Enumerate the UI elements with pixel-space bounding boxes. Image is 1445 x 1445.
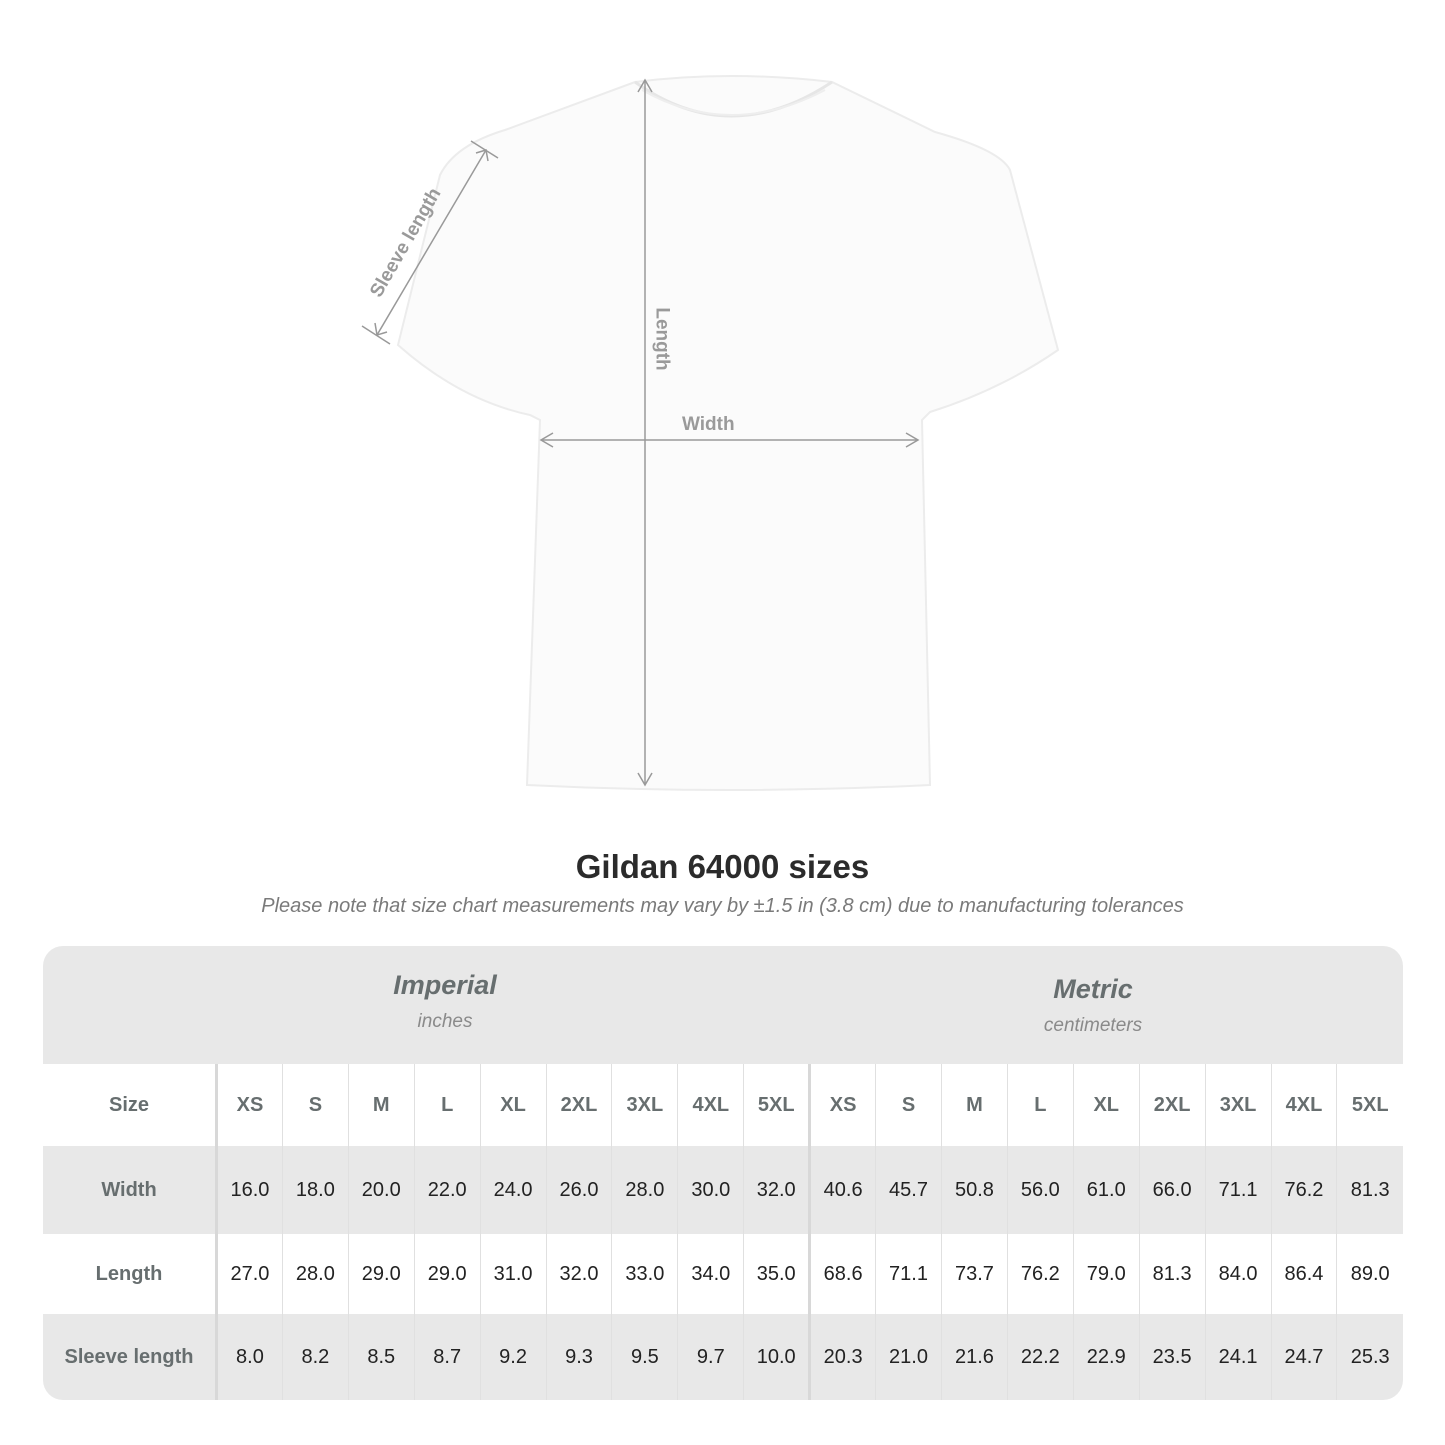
metric-value-cell: 76.2 [1270, 1146, 1337, 1234]
tshirt-diagram [361, 75, 1060, 791]
metric-size-3XL: 3XL [1204, 1064, 1271, 1146]
metric-value-cell: 22.9 [1072, 1314, 1140, 1400]
imperial-size-XL: XL [479, 1064, 547, 1146]
imperial-value-cell: 35.0 [743, 1234, 810, 1314]
imperial-value-cell: 9.5 [611, 1314, 678, 1400]
metric-value-cell: 76.2 [1006, 1234, 1074, 1314]
metric-value-cell: 40.6 [808, 1146, 876, 1234]
size-chart: Imperial inches Metric centimeters Size X… [43, 946, 1403, 1400]
metric-value-cell: 50.8 [940, 1146, 1008, 1234]
metric-size-L: L [1006, 1064, 1074, 1146]
metric-value-cell: 71.1 [1204, 1146, 1271, 1234]
imperial-value-cell: 33.0 [611, 1234, 678, 1314]
imperial-value-cell: 16.0 [216, 1146, 283, 1234]
metric-value-cell: 21.0 [875, 1314, 942, 1400]
metric-value-cell: 23.5 [1138, 1314, 1206, 1400]
metric-value-cell: 79.0 [1072, 1234, 1140, 1314]
imperial-value-cell: 9.3 [545, 1314, 612, 1400]
page-title: Gildan 64000 sizes [575, 848, 870, 885]
imperial-size-3XL: 3XL [611, 1064, 678, 1146]
metric-size-XL: XL [1072, 1064, 1140, 1146]
metric-title: Metric [1053, 974, 1133, 1004]
imperial-value-cell: 31.0 [479, 1234, 547, 1314]
header-band [43, 946, 1403, 1064]
sleeve-arrow [376, 149, 487, 336]
imperial-size-XS: XS [216, 1064, 283, 1146]
metric-value-cell: 25.3 [1336, 1314, 1403, 1400]
metric-value-cell: 89.0 [1336, 1234, 1403, 1314]
imperial-value-cell: 8.2 [281, 1314, 349, 1400]
imperial-value-cell: 20.0 [347, 1146, 415, 1234]
imperial-value-cell: 9.7 [677, 1314, 744, 1400]
imperial-size-S: S [281, 1064, 349, 1146]
metric-size-S: S [875, 1064, 942, 1146]
imperial-value-cell: 28.0 [281, 1234, 349, 1314]
metric-size-XS: XS [808, 1064, 876, 1146]
metric-value-cell: 81.3 [1138, 1234, 1206, 1314]
table-row: Width 16.0 18.0 20.0 22.0 24.0 26.0 28.0 30.0 32.… [43, 1146, 1403, 1234]
imperial-size-M: M [347, 1064, 415, 1146]
metric-value-cell: 73.7 [940, 1234, 1008, 1314]
imperial-value-cell: 26.0 [545, 1146, 612, 1234]
metric-value-cell: 61.0 [1072, 1146, 1140, 1234]
table-row: Sleeve length 8.0 8.2 8.5 8.7 9.2 9.3 9.5 9.7 10.… [43, 1314, 1403, 1400]
imperial-value-cell: 28.0 [611, 1146, 678, 1234]
imperial-size-L: L [413, 1064, 481, 1146]
metric-value-cell: 81.3 [1336, 1146, 1403, 1234]
imperial-size-4XL: 4XL [677, 1064, 744, 1146]
metric-value-cell: 86.4 [1270, 1234, 1337, 1314]
metric-value-cell: 21.6 [940, 1314, 1008, 1400]
metric-value-cell: 68.6 [808, 1234, 876, 1314]
metric-value-cell: 66.0 [1138, 1146, 1206, 1234]
measurement-arrows [361, 78, 920, 787]
imperial-value-cell: 32.0 [743, 1146, 810, 1234]
imperial-value-cell: 10.0 [743, 1314, 810, 1400]
imperial-unit: inches [417, 1011, 473, 1032]
imperial-value-cell: 8.5 [347, 1314, 415, 1400]
imperial-value-cell: 8.0 [216, 1314, 283, 1400]
row-label: Width [43, 1146, 218, 1234]
size-header-row: Size XS S M L XL 2XL 3XL 4XL 5XL XS S M L XL 2XL 3XL 4XL 5… [43, 1064, 1403, 1146]
metric-size-5XL: 5XL [1336, 1064, 1403, 1146]
metric-value-cell: 56.0 [1006, 1146, 1074, 1234]
imperial-value-cell: 34.0 [677, 1234, 744, 1314]
imperial-size-5XL: 5XL [743, 1064, 810, 1146]
metric-value-cell: 24.7 [1270, 1314, 1337, 1400]
imperial-size-2XL: 2XL [545, 1064, 612, 1146]
imperial-value-cell: 29.0 [413, 1234, 481, 1314]
metric-header: Metric centimeters [863, 974, 1323, 1037]
row-label: Sleeve length [43, 1314, 218, 1400]
imperial-value-cell: 24.0 [479, 1146, 547, 1234]
metric-value-cell: 22.2 [1006, 1314, 1074, 1400]
metric-size-4XL: 4XL [1270, 1064, 1337, 1146]
size-label: Size [43, 1064, 218, 1146]
metric-unit: centimeters [1043, 1015, 1143, 1036]
imperial-value-cell: 22.0 [413, 1146, 481, 1234]
imperial-header: Imperial inches [215, 970, 675, 1033]
imperial-value-cell: 29.0 [347, 1234, 415, 1314]
metric-value-cell: 24.1 [1204, 1314, 1271, 1400]
imperial-value-cell: 32.0 [545, 1234, 612, 1314]
metric-value-cell: 84.0 [1204, 1234, 1271, 1314]
metric-size-M: M [940, 1064, 1008, 1146]
metric-size-2XL: 2XL [1138, 1064, 1206, 1146]
imperial-value-cell: 18.0 [281, 1146, 349, 1234]
metric-value-cell: 45.7 [875, 1146, 942, 1234]
metric-value-cell: 71.1 [875, 1234, 942, 1314]
imperial-value-cell: 8.7 [413, 1314, 481, 1400]
tolerance-note: Please note that size chart measurements… [261, 895, 1184, 917]
imperial-value-cell: 30.0 [677, 1146, 744, 1234]
metric-value-cell: 20.3 [808, 1314, 876, 1400]
imperial-value-cell: 9.2 [479, 1314, 547, 1400]
width-label: Width [682, 414, 735, 435]
row-label: Length [43, 1234, 218, 1314]
tshirt-illustration [396, 75, 1060, 791]
imperial-title: Imperial [393, 970, 497, 1000]
length-label: Length [651, 307, 673, 371]
table-row: Length 27.0 28.0 29.0 29.0 31.0 32.0 33.0 34.0 35… [43, 1234, 1403, 1314]
imperial-value-cell: 27.0 [216, 1234, 283, 1314]
size-table: Size XS S M L XL 2XL 3XL 4XL 5XL XS S M L XL 2XL 3XL 4XL 5… [43, 1064, 1403, 1400]
